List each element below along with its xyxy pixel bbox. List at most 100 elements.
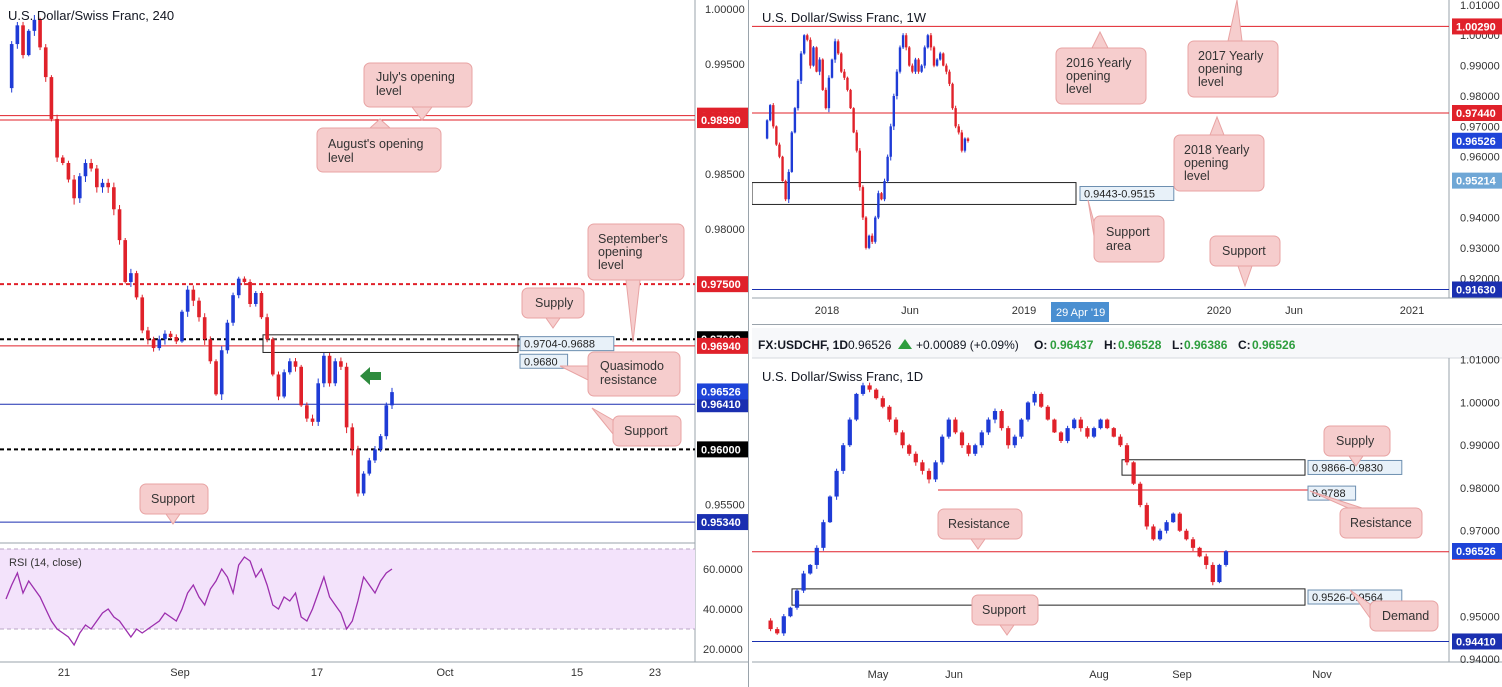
candle-down [1190,539,1196,548]
callout-supply: Supply [1323,425,1391,467]
close-value: 0.96526 [1252,338,1296,352]
candle-down [775,629,780,634]
candle-down [954,108,957,127]
candle-up [986,419,991,433]
candle-down [880,193,883,200]
candle-down [117,209,122,241]
candle-down [344,366,349,428]
time-tick: Jun [945,669,963,681]
price-tick: 0.97000 [1460,121,1500,133]
candle-up [26,30,31,56]
callout-text: Support [982,603,1026,617]
current-price-tag [1452,132,1502,149]
candle-up [1019,419,1024,437]
candle-down [824,89,828,109]
candle-down [1204,556,1209,565]
candle-up [1065,428,1070,441]
candle-up [886,156,889,182]
callout-text: resistance [600,373,657,387]
candle-down [861,187,865,218]
candle-up [874,217,877,242]
candle-up [765,120,769,139]
w1-chart-panel[interactable]: 0.9443-0.9515 1.01000 1.00000 0.99000 0.980… [752,0,1502,325]
candle-up [833,41,837,60]
candle-up [933,462,938,480]
candle-up [1091,428,1097,437]
candle-down [356,449,360,494]
candle-down [55,118,59,158]
price-tick: 0.93000 [1460,243,1500,255]
d1-title: U.S. Dollar/Swiss Franc, 1D [762,369,923,384]
rsi-line [5,556,393,647]
time-tick: 15 [571,667,583,679]
arrow-left-icon [360,367,381,385]
rsi-tick-20: 20.0000 [703,644,743,656]
candle-down [809,39,812,66]
w1-chart[interactable]: 0.9443-0.9515 1.010001.000000.990000.980… [752,0,1502,324]
candle-up [892,95,896,127]
price-tag-text: 1.00290 [1456,21,1496,33]
candle-up [180,311,184,342]
candle-up [812,47,815,66]
candle-down [305,405,309,419]
candle-up [946,419,951,437]
candle-down [960,132,964,151]
candle-up [801,573,806,591]
candle-down [867,385,872,390]
candle-up [963,138,967,151]
candle-down [966,445,971,454]
price-tick: 0.99500 [705,59,745,71]
candle-down [208,339,213,362]
candle-up [818,59,821,72]
candle-down [1124,445,1130,463]
callout-text: 2018 Yearly [1184,143,1250,157]
time-cursor-badge [1051,302,1109,322]
candle-down [880,398,885,407]
candle-down [38,19,42,48]
price-tag [697,276,748,293]
candle-down [350,427,355,450]
candle-up [821,522,826,548]
price-tick: 0.98000 [1460,91,1500,103]
candle-down [821,59,824,90]
zone-box [1121,459,1306,476]
candle-down [310,418,315,422]
price-tag-text: 0.97500 [701,279,741,291]
candle-up [923,47,926,66]
candle-down [72,179,76,199]
candle-up [768,105,772,121]
price-tick: 0.98000 [705,224,745,236]
candle-up [282,372,286,397]
candle-up [316,383,321,422]
candle-up [288,361,292,373]
candle-down [21,25,25,56]
candle-down [49,77,54,119]
candle-down [293,361,298,367]
candle-down [926,470,932,480]
candle-down [904,35,908,48]
low-value: 0.96386 [1184,338,1228,352]
price-tag [1452,18,1502,35]
d1-chart[interactable]: FX:USDCHF, 1D 0.96526 +0.00089 (+0.09%) … [752,328,1502,687]
candle-up [790,132,794,172]
candle-up [802,35,806,54]
callout-quasimodo: Quasimodo resistance [559,351,681,397]
candle-up [236,278,241,296]
candle-up [889,126,892,157]
candle-up [322,355,326,384]
candle-down [276,374,281,397]
candle-up [834,470,839,497]
candle-up [1164,522,1169,531]
callout-text: Demand [1382,609,1429,623]
candle-down [174,337,179,342]
candle-down [907,445,912,454]
candle-up [15,25,20,45]
candle-down [1210,564,1215,583]
candle-down [1105,419,1110,429]
candle-down [1138,483,1143,506]
price-tag [1452,172,1502,189]
price-tag-text: 0.98990 [701,115,741,127]
d1-chart-panel[interactable]: FX:USDCHF, 1D 0.96526 +0.00089 (+0.09%) … [752,328,1502,687]
